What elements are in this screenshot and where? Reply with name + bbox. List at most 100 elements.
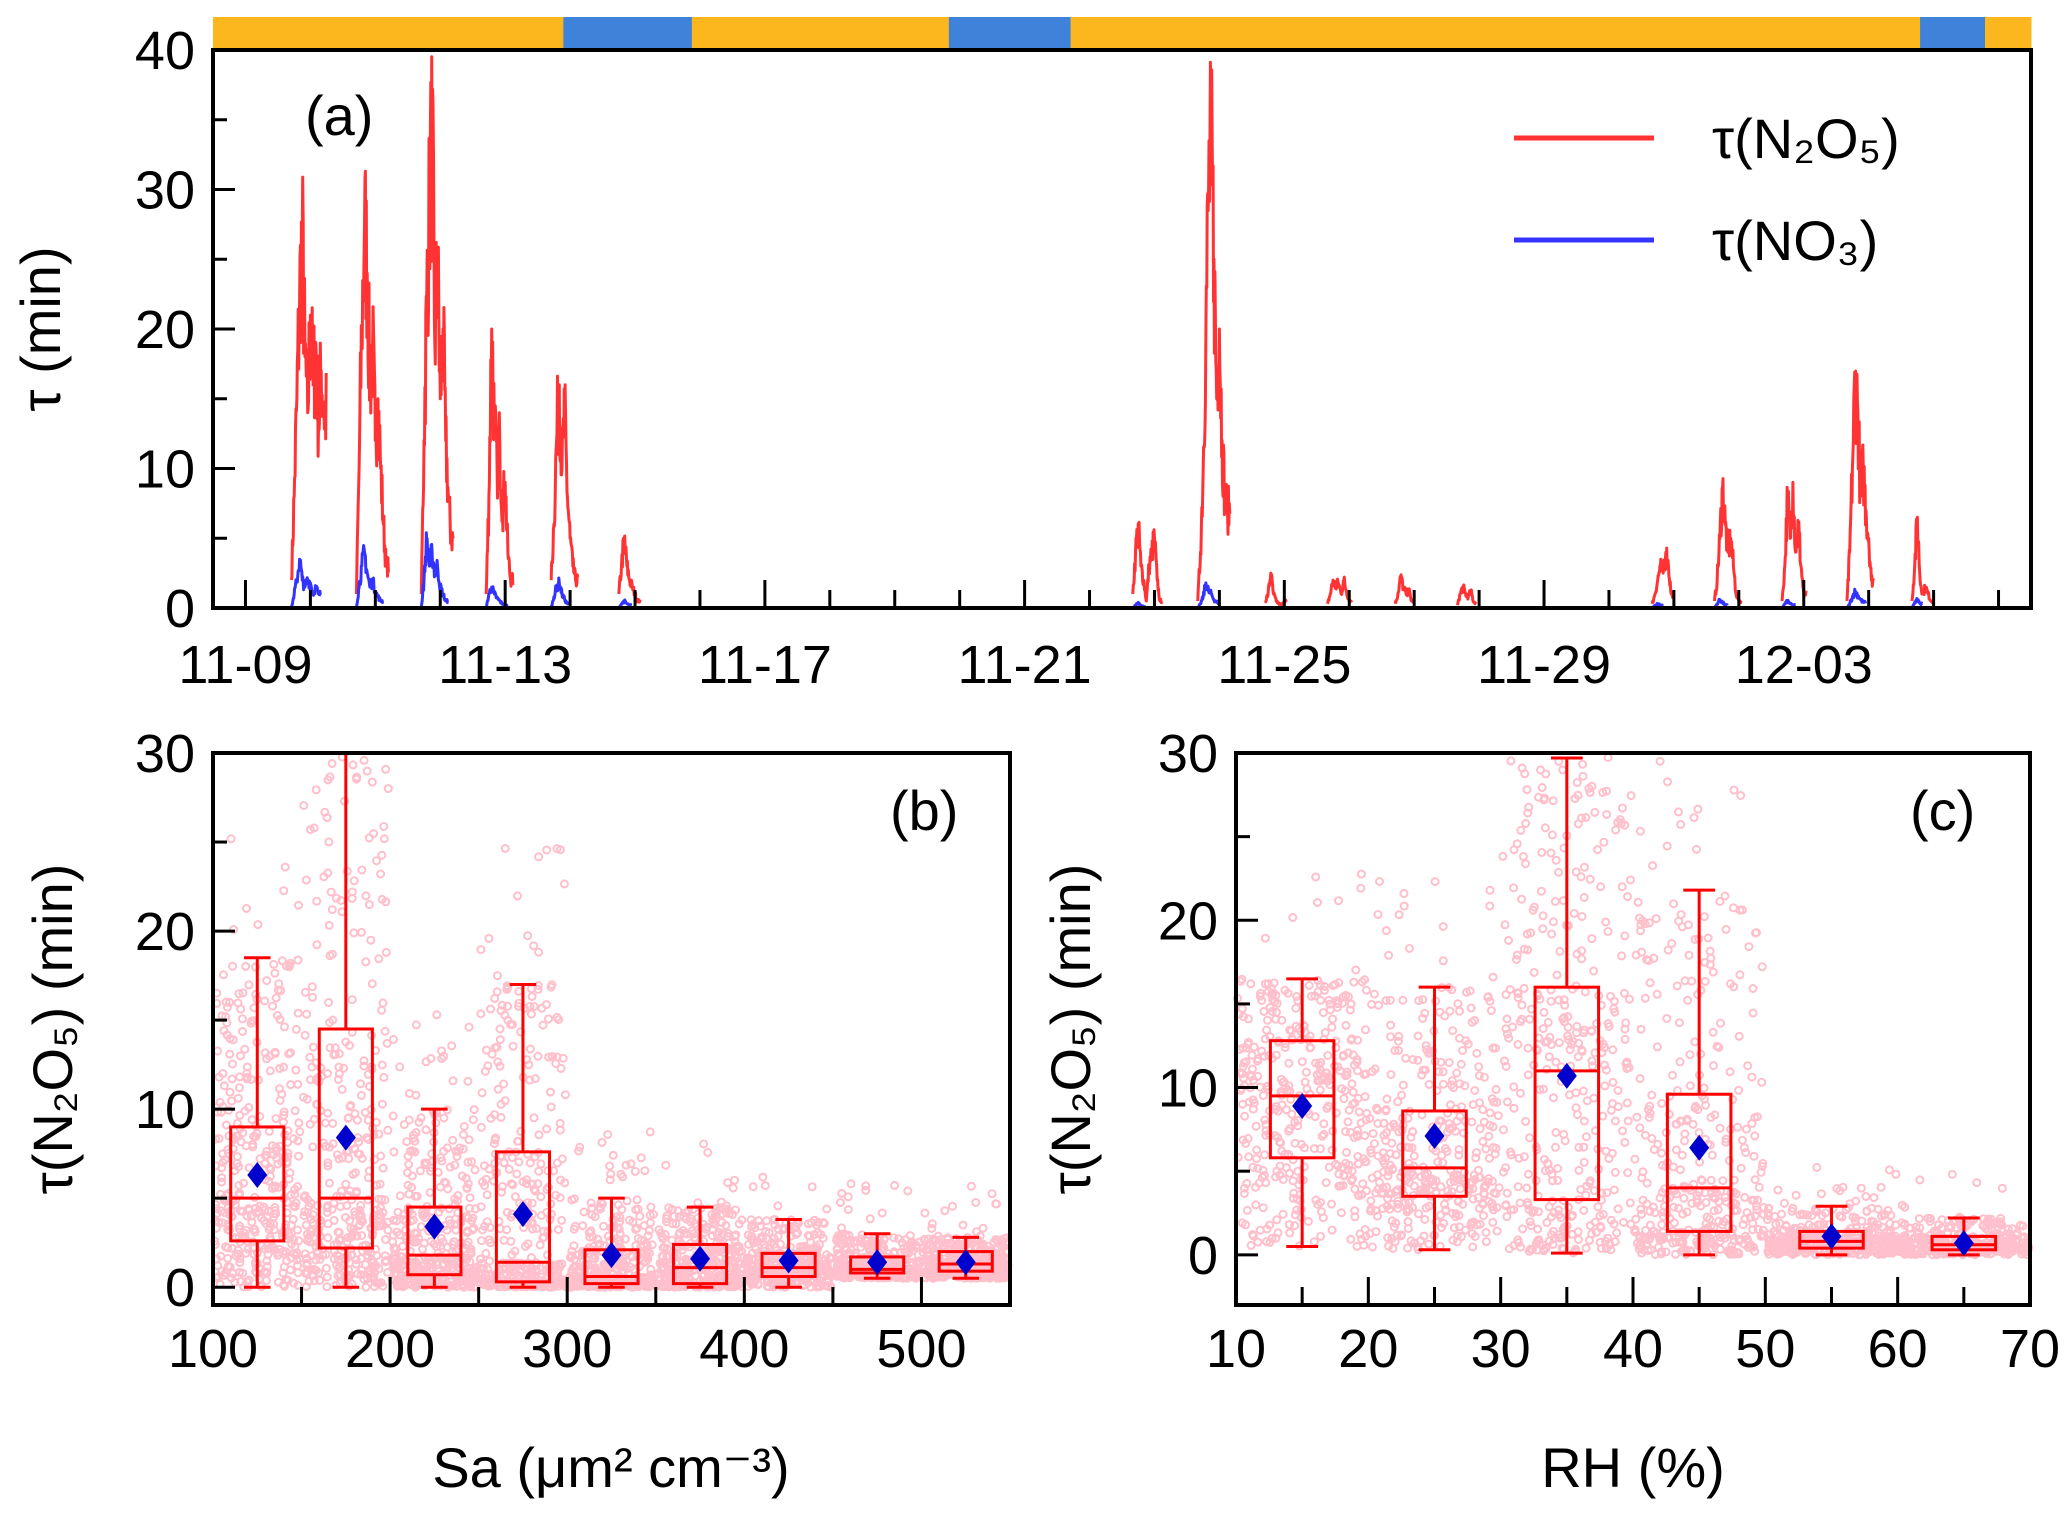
scatter-point [927, 1224, 937, 1233]
scatter-point [286, 1080, 296, 1090]
scatter-point [1625, 1198, 1635, 1208]
scatter-point [1541, 769, 1551, 779]
scatter-point [496, 1112, 506, 1122]
scatter-point [323, 1108, 333, 1118]
scatter-point [262, 1256, 272, 1266]
scatter-point [1288, 1155, 1298, 1165]
scatter-point [294, 1118, 304, 1128]
scatter-point [1454, 1145, 1464, 1155]
scatter-point [1438, 956, 1448, 966]
scatter-point [542, 1124, 552, 1134]
scatter-point [1540, 823, 1550, 833]
scatter-point [1637, 1209, 1646, 1219]
n2o5-series-line [1393, 573, 1415, 605]
scatter-point [355, 1205, 365, 1215]
scatter-point [1390, 1046, 1400, 1056]
scatter-point [439, 1051, 449, 1061]
band-segment-orange [691, 17, 950, 50]
scatter-point [1683, 995, 1693, 1005]
scatter-point [1522, 785, 1532, 795]
scatter-point [1501, 1024, 1511, 1034]
scatter-point [1360, 1092, 1370, 1102]
scatter-point [1261, 1178, 1271, 1188]
scatter-point [280, 862, 290, 872]
scatter-point [1374, 1000, 1383, 1010]
scatter-point [1471, 1153, 1481, 1163]
scatter-point [352, 772, 362, 782]
interquartile-box [494, 1150, 552, 1284]
mean-marker [512, 1201, 533, 1228]
scatter-point [620, 1234, 630, 1244]
scatter-point [1300, 1077, 1310, 1087]
scatter-point [866, 1247, 876, 1257]
scatter-point [966, 1181, 976, 1191]
scatter-point [293, 1008, 303, 1018]
scatter-point [399, 1120, 409, 1130]
scatter-point [570, 1254, 579, 1264]
scatter-point [1741, 1148, 1751, 1157]
scatter-point [476, 1122, 486, 1132]
scatter-point [242, 1277, 252, 1287]
scatter-point [815, 1277, 824, 1287]
scatter-point [255, 1154, 265, 1164]
scatter-point [485, 1256, 494, 1266]
scatter-point [221, 997, 231, 1007]
scatter-point [998, 1262, 1008, 1272]
scatter-point [1333, 999, 1343, 1009]
scatter-point [525, 1001, 535, 1011]
scatter-point [1551, 1057, 1561, 1067]
scatter-point [538, 1020, 548, 1030]
scatter-point [226, 834, 236, 844]
n2o5-series-line [1456, 583, 1478, 606]
scatter-point [1385, 995, 1395, 1005]
scatter-point [627, 1252, 637, 1262]
scatter-point [1321, 1178, 1331, 1188]
scatter-point [1661, 1247, 1671, 1257]
scatter-point [262, 1211, 272, 1221]
scatter-point [1447, 985, 1457, 995]
scatter-point [359, 755, 369, 765]
scatter-point [529, 1002, 539, 1011]
scatter-point [1371, 1188, 1381, 1198]
scatter-point [1260, 933, 1270, 943]
scatter-point [1559, 995, 1569, 1005]
scatter-point [465, 1193, 475, 1203]
scatter-point [516, 1267, 526, 1277]
scatter-point [1449, 1223, 1459, 1233]
scatter-point [1452, 1237, 1462, 1247]
scatter-point [807, 1182, 817, 1192]
scatter-point [1516, 1242, 1525, 1252]
scatter-point [556, 1063, 566, 1073]
scatter-point [1483, 992, 1493, 1002]
scatter-point [285, 1232, 295, 1242]
scatter-point [1313, 1076, 1323, 1086]
scatter-point [1381, 996, 1391, 1005]
scatter-point [502, 984, 512, 994]
scatter-point [476, 1236, 486, 1246]
scatter-point [838, 1266, 848, 1276]
scatter-point [227, 1074, 237, 1084]
scatter-point [1655, 756, 1665, 766]
scatter-point [228, 961, 238, 971]
scatter-point [235, 1083, 244, 1093]
scatter-point [425, 1188, 435, 1197]
scatter-point [719, 1229, 728, 1239]
scatter-point [357, 1231, 367, 1240]
scatter-point [1327, 1199, 1337, 1209]
scatter-point [290, 1189, 300, 1199]
scatter-point [492, 971, 502, 981]
legend: τ(N₂O₅) τ(NO₃) [1514, 107, 1900, 272]
scatter-point [1288, 1176, 1298, 1186]
scatter-point [302, 1260, 312, 1270]
scatter-point [432, 1010, 442, 1020]
scatter-point [555, 1125, 565, 1135]
scatter-point [246, 1211, 256, 1221]
scatter-point [1420, 1065, 1430, 1075]
scatter-point [1481, 1144, 1491, 1154]
scatter-point [1262, 1025, 1271, 1035]
scatter-point [1449, 1177, 1459, 1186]
scatter-point [1579, 1142, 1589, 1152]
scatter-point [1306, 991, 1316, 1001]
scatter-point [536, 1159, 546, 1169]
scatter-point [1264, 1051, 1274, 1061]
